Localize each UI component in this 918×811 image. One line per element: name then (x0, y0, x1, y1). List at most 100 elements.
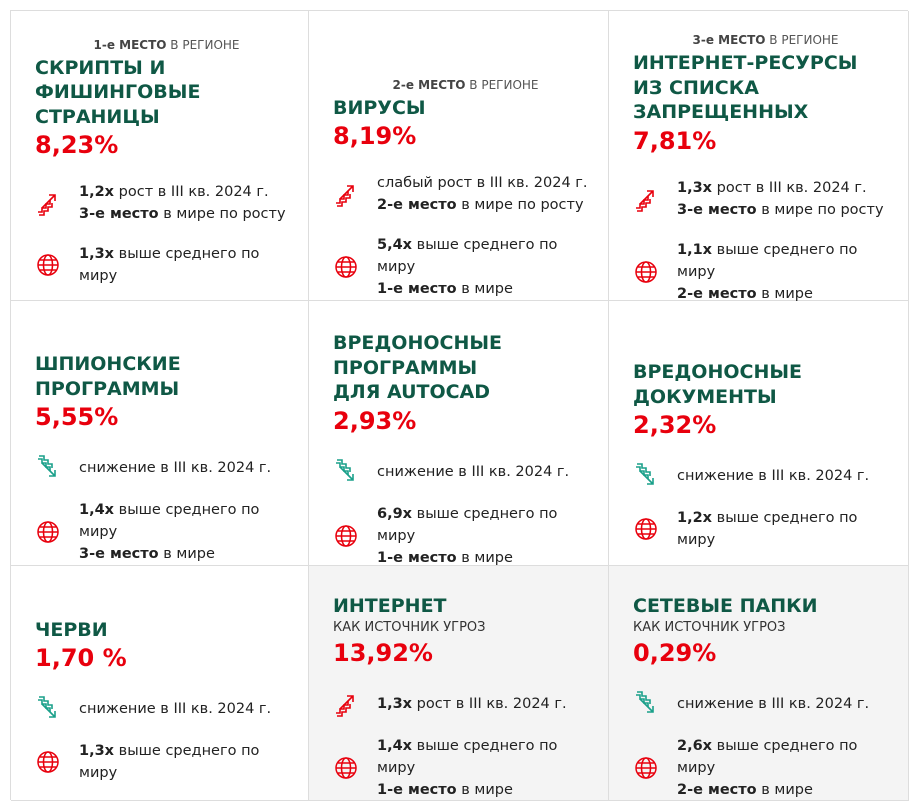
cell-head: 3-е МЕСТО В РЕГИОНЕ ИНТЕРНЕТ-РЕСУРСЫ ИЗ СП… (633, 33, 898, 157)
text-block: 1,2x выше среднего по миру (677, 507, 898, 551)
bold-text: 1,3x (677, 179, 713, 196)
text-line: 1,3x рост в III кв. 2024 г. (377, 693, 567, 715)
share-value: 13,92% (333, 638, 433, 667)
rank-bold: 1-е МЕСТО (93, 37, 167, 52)
trend-row: 1,2x рост в III кв. 2024 г. 3-е место в м… (35, 181, 298, 225)
text-block: снижение в III кв. 2024 г. (377, 461, 569, 483)
down-icon (38, 455, 56, 477)
rank-bold: 2-е МЕСТО (392, 77, 466, 92)
text: рост в III кв. 2024 г. (712, 179, 867, 196)
text-line: 5,4x выше среднего по миру (377, 234, 598, 278)
text: снижение в III кв. 2024 г. (79, 460, 272, 476)
text: снижение в III кв. 2024 г. (677, 468, 870, 484)
text-line: 1-е место в мире (377, 779, 598, 801)
cell-head: 2-е МЕСТО В РЕГИОНЕ ВИРУСЫ 8,19% (333, 33, 598, 152)
down-icon (38, 696, 56, 718)
bold-text: 1,3x (377, 695, 413, 712)
text-block: 1,3x выше среднего по миру (79, 243, 298, 287)
rank-bold: 3-е МЕСТО (692, 33, 766, 47)
text: выше среднего по миру (377, 237, 558, 275)
category-subtitle: КАК ИСТОЧНИК УГРОЗ (333, 619, 486, 635)
category-title: ДЛЯ AUTOCAD (333, 381, 491, 403)
trend-row: снижение в III кв. 2024 г. (633, 463, 898, 489)
cell: ВРЕДОНОСНЫЕ ПРОГРАММЫ ДЛЯ AUTOCAD 2,93% сниж… (309, 301, 609, 566)
text-line: 2-е место в мире по росту (377, 194, 588, 216)
globe-icon (335, 256, 357, 278)
text-line: 1-е место в мире (377, 278, 598, 300)
globe-icon (335, 524, 357, 547)
text-block: снижение в III кв. 2024 г. (677, 693, 869, 715)
world-row: 1,4x выше среднего по миру 3-е место в ми… (35, 499, 298, 565)
text-line: 1,2x рост в III кв. 2024 г. (79, 181, 286, 203)
category-title: ИНТЕРНЕТ-РЕСУРСЫ (633, 52, 858, 74)
bold-text: 1,1x (677, 241, 713, 258)
down-icon (336, 458, 354, 481)
bold-text: 1,2x (677, 510, 713, 526)
down-icon (636, 463, 654, 485)
cell: ЧЕРВИ 1,70 % снижение в III кв. 2024 г. 1,3… (11, 566, 309, 801)
bold-text: 1,4x (79, 502, 115, 518)
bold-text: 3-е место (79, 206, 159, 222)
rank-text: В РЕГИОНЕ (765, 33, 839, 47)
text-block: снижение в III кв. 2024 г. (79, 457, 271, 479)
world-row: 1,3x выше среднего по миру (35, 243, 298, 287)
text-block: снижение в III кв. 2024 г. (79, 698, 271, 720)
text-line: 3-е место в мире (79, 543, 298, 565)
category-title: ПРОГРАММЫ (35, 377, 180, 400)
text: в мире (756, 285, 813, 302)
text-block: снижение в III кв. 2024 г. (677, 465, 869, 487)
rank-text: В РЕГИОНЕ (465, 77, 539, 92)
share-value: 1,70 % (35, 644, 127, 672)
text-block: 1,1x выше среднего по миру 2-е место в ми… (677, 239, 898, 305)
text-line: 2-е место в мире (677, 283, 898, 305)
text-block: 1,3x выше среднего по миру (79, 740, 298, 784)
text-line: 3-е место в мире по росту (79, 203, 286, 225)
text-line: 2-е место в мире (677, 779, 898, 801)
up-icon (336, 185, 354, 207)
text-line: снижение в III кв. 2024 г. (79, 457, 271, 479)
category-title: ДОКУМЕНТЫ (633, 385, 777, 408)
cell-head: ВРЕДОНОСНЫЕ ПРОГРАММЫ ДЛЯ AUTOCAD 2,93% (333, 323, 598, 437)
text-line: снижение в III кв. 2024 г. (677, 693, 869, 715)
bold-text: 1-е место (377, 281, 457, 297)
globe-icon (37, 254, 59, 276)
cell-head: ШПИОНСКИЕ ПРОГРАММЫ 5,55% (35, 323, 298, 433)
cell: 3-е МЕСТО В РЕГИОНЕ ИНТЕРНЕТ-РЕСУРСЫ ИЗ СП… (609, 11, 909, 302)
cell: СЕТЕВЫЕ ПАПКИ КАК ИСТОЧНИК УГРОЗ 0,29% сниж… (609, 566, 909, 801)
text-line: 1-е место в мире (377, 547, 598, 569)
text-line: 1,2x выше среднего по миру (677, 507, 898, 551)
text-line: 6,9x выше среднего по миру (377, 503, 598, 547)
world-row: 1,2x выше среднего по миру (633, 507, 898, 551)
cell: ИНТЕРНЕТ КАК ИСТОЧНИК УГРОЗ 13,92% 1,3x рос… (309, 566, 609, 801)
category-title: ВРЕДОНОСНЫЕ (333, 332, 503, 354)
text: рост в III кв. 2024 г. (412, 695, 567, 712)
text: в мире по росту (456, 197, 584, 213)
cell-head: ВРЕДОНОСНЫЕ ДОКУМЕНТЫ 2,32% (633, 323, 898, 441)
globe-icon (37, 521, 59, 543)
bold-text: 2-е место (677, 781, 757, 798)
globe-icon (635, 756, 657, 779)
rank-label: 1-е МЕСТО В РЕГИОНЕ (35, 38, 298, 52)
trend-row: снижение в III кв. 2024 г. (333, 458, 598, 485)
globe-icon (635, 518, 657, 540)
text-block: 1,3x рост в III кв. 2024 г. 3-е место в м… (677, 177, 884, 221)
text-block: 6,9x выше среднего по миру 1-е место в ми… (377, 503, 598, 569)
bold-text: 1,2x (79, 184, 115, 200)
share-value: 2,32% (633, 411, 717, 439)
text: в мире (456, 281, 513, 297)
cell-head: СЕТЕВЫЕ ПАПКИ КАК ИСТОЧНИК УГРОЗ 0,29% (633, 588, 898, 669)
globe-icon (635, 260, 657, 283)
text: выше среднего по миру (677, 510, 858, 548)
text-block: 1,2x рост в III кв. 2024 г. 3-е место в м… (79, 181, 286, 225)
bold-text: 1,4x (377, 737, 413, 754)
text: в мире (158, 546, 215, 562)
globe-icon (37, 751, 59, 773)
text: снижение в III кв. 2024 г. (677, 695, 870, 712)
text: выше среднего по миру (377, 505, 558, 544)
text-line: 3-е место в мире по росту (677, 199, 884, 221)
infographic-grid: 1-е МЕСТО В РЕГИОНЕ СКРИПТЫ И ФИШИНГОВЫЕ СТ… (10, 10, 909, 801)
share-value: 2,93% (333, 406, 417, 435)
text: снижение в III кв. 2024 г. (377, 463, 570, 480)
